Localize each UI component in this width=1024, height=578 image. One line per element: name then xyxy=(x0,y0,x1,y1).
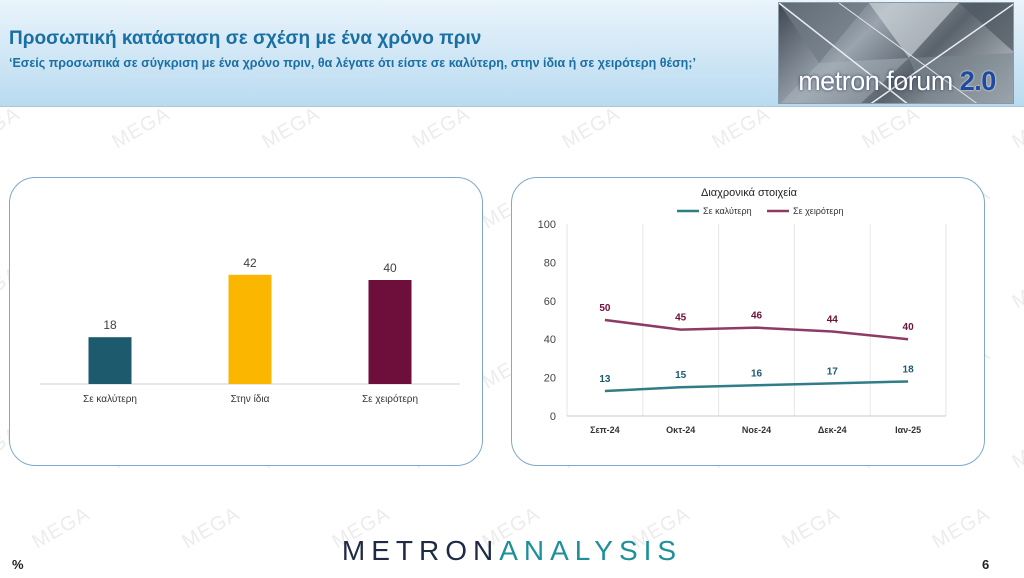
watermark-text: MEGA xyxy=(1008,422,1024,474)
watermark-text: MEGA xyxy=(858,107,924,154)
bar-category-label: Σε καλύτερη xyxy=(83,393,137,405)
watermark-text: MEGA xyxy=(1008,107,1024,154)
x-tick-label: Οκτ-24 xyxy=(666,425,695,435)
watermark-text: MEGA xyxy=(558,107,624,154)
page-number: 6 xyxy=(982,557,990,572)
bar-chart-panel: 18 Σε καλύτερη 42 Στην ίδια 40 Σε χειρότερη xyxy=(9,177,483,466)
page-title: Προσωπική κατάσταση σε σχέση με ένα χρόν… xyxy=(9,28,482,49)
metron-forum-logo: metron forum 2.0 xyxy=(778,2,1014,104)
metron-analysis-logo: METRONANALYSIS xyxy=(341,535,683,566)
bar-data-label: 42 xyxy=(243,256,257,270)
legend-label: Σε χειρότερη xyxy=(793,206,844,216)
y-tick-label: 40 xyxy=(544,334,556,346)
legend-label: Σε καλύτερη xyxy=(703,206,752,216)
bar xyxy=(368,280,412,384)
line-data-label: 45 xyxy=(675,313,687,324)
watermark-text: MEGA xyxy=(408,107,474,154)
y-tick-label: 100 xyxy=(538,219,556,231)
x-tick-label: Ιαν-25 xyxy=(895,425,921,435)
x-tick-label: Σεπ-24 xyxy=(590,425,620,435)
bar-category-label: Σε χειρότερη xyxy=(362,393,418,405)
x-tick-label: Δεκ-24 xyxy=(818,425,847,435)
watermark-text: MEGA xyxy=(1008,262,1024,314)
line-data-label: 44 xyxy=(827,315,839,326)
watermark-text: MEGA xyxy=(108,107,174,154)
line-data-label: 50 xyxy=(599,303,611,314)
line-data-label: 17 xyxy=(827,366,839,377)
y-tick-label: 0 xyxy=(550,411,556,423)
unit-label: % xyxy=(12,557,24,572)
line-data-label: 13 xyxy=(599,374,611,385)
series-line xyxy=(604,380,909,393)
watermark-text: MEGA xyxy=(0,107,24,154)
bar xyxy=(228,274,272,384)
x-tick-label: Νοε-24 xyxy=(742,425,771,435)
series-line xyxy=(604,318,909,341)
line-chart: Διαχρονικά στοιχεία Σε καλύτερη Σε χειρότε… xyxy=(538,187,947,435)
bar-category-label: Στην ίδια xyxy=(231,393,270,405)
logo-text: metron forum 2.0 xyxy=(798,66,996,96)
bar-chart: 18 Σε καλύτερη 42 Στην ίδια 40 Σε χειρότερη xyxy=(40,256,460,405)
line-data-label: 15 xyxy=(675,370,687,381)
line-data-label: 46 xyxy=(751,311,763,322)
line-data-label: 40 xyxy=(903,322,915,333)
line-data-label: 16 xyxy=(751,368,763,379)
bar xyxy=(88,337,132,384)
line-data-label: 18 xyxy=(903,364,915,375)
y-tick-label: 20 xyxy=(544,373,556,385)
bar-data-label: 18 xyxy=(103,318,117,332)
line-chart-title: Διαχρονικά στοιχεία xyxy=(701,187,798,199)
watermark-text: MEGA xyxy=(708,107,774,154)
y-tick-label: 60 xyxy=(544,296,556,308)
y-tick-label: 80 xyxy=(544,257,556,269)
page-subtitle: ‘Εσείς προσωπικά σε σύγκριση με ένα χρόν… xyxy=(9,56,696,70)
watermark-text: MEGA xyxy=(258,107,324,154)
line-chart-panel: Διαχρονικά στοιχεία Σε καλύτερη Σε χειρότε… xyxy=(511,177,985,466)
bar-data-label: 40 xyxy=(383,261,397,275)
